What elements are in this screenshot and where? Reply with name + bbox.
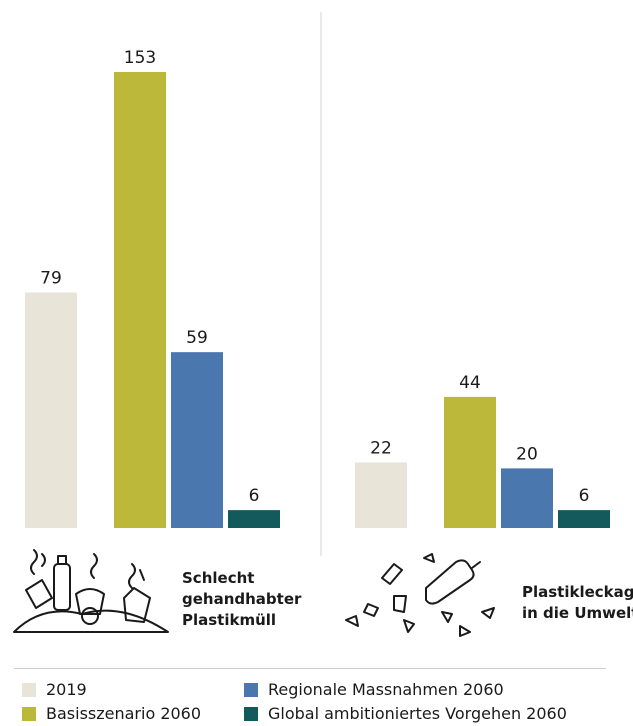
group-label-line: Plastikleckage xyxy=(522,583,633,601)
bar xyxy=(171,352,223,528)
legend-divider xyxy=(14,668,606,669)
group-label-plastikleckage: Plastikleckage in die Umwelt xyxy=(522,582,633,624)
group-label-line: in die Umwelt xyxy=(522,604,633,622)
legend-label: 2019 xyxy=(46,680,87,699)
waste-pile-icon xyxy=(13,549,169,633)
bars-layer: 79 153 59 6 22 44 20 6 xyxy=(25,48,610,528)
bar xyxy=(228,510,280,528)
bar-value-label: 79 xyxy=(40,269,62,289)
group-label-line: Plastikmüll xyxy=(182,611,277,629)
legend-item-2019: 2019 xyxy=(22,680,87,699)
bar-value-label: 6 xyxy=(249,486,260,506)
bar xyxy=(501,468,553,528)
legend-swatch xyxy=(244,682,258,697)
legend-swatch xyxy=(244,706,258,721)
legend-label: Basisszenario 2060 xyxy=(46,704,202,723)
legend-item-global: Global ambitioniertes Vorgehen 2060 xyxy=(244,704,567,723)
group-label-line: gehandhabter xyxy=(182,590,302,608)
bar xyxy=(114,72,166,528)
legend-label: Global ambitioniertes Vorgehen 2060 xyxy=(268,704,567,723)
bar xyxy=(444,396,496,528)
bar xyxy=(355,462,407,528)
group-label-schlecht: Schlecht gehandhabter Plastikmüll xyxy=(182,568,301,631)
legend-swatch xyxy=(22,682,36,697)
group-label-line: Schlecht xyxy=(182,569,255,587)
legend-item-basis: Basisszenario 2060 xyxy=(22,704,201,723)
bar-value-label: 20 xyxy=(516,444,538,464)
bar-value-label: 59 xyxy=(186,328,208,348)
bar-value-label: 44 xyxy=(459,373,481,393)
bar xyxy=(558,510,610,528)
legend-item-regionale: Regionale Massnahmen 2060 xyxy=(244,680,504,699)
bar-value-label: 6 xyxy=(579,486,590,506)
bar-value-label: 22 xyxy=(370,438,392,458)
bar xyxy=(25,292,77,528)
bar-chart: 79 153 59 6 22 44 20 6 xyxy=(25,12,610,556)
bar-value-label: 153 xyxy=(124,48,156,68)
scattered-plastic-icon xyxy=(345,553,495,637)
legend-label: Regionale Massnahmen 2060 xyxy=(268,680,504,699)
legend-swatch xyxy=(22,706,36,721)
